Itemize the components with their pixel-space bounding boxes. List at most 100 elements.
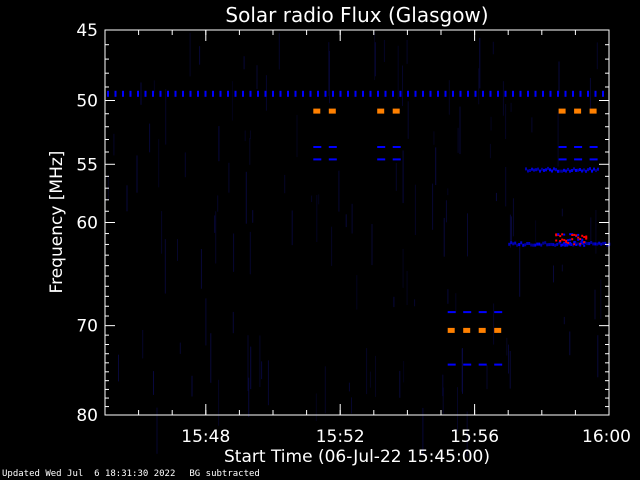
- y-tick-label: 55: [76, 155, 98, 175]
- x-tick-label: 15:52: [316, 427, 365, 447]
- diffuse-pixel: [541, 167, 543, 171]
- hot-pixel: [559, 235, 562, 238]
- noise-streak: [414, 184, 416, 235]
- burst-dash: [589, 158, 598, 161]
- diffuse-pixel: [516, 243, 519, 247]
- interference-mark: [167, 90, 169, 97]
- noise-streak: [402, 150, 404, 204]
- interference-mark: [107, 90, 109, 97]
- y-tick-label: 60: [76, 214, 98, 234]
- interference-mark: [189, 90, 192, 97]
- burst-dash: [328, 108, 336, 114]
- diffuse-pixel: [597, 167, 599, 171]
- y-axis-label: Frequency [MHz]: [47, 151, 67, 294]
- interference-mark: [242, 90, 244, 97]
- chart-title: Solar radio Flux (Glasgow): [225, 3, 488, 27]
- burst-dash: [377, 108, 385, 114]
- burst-dash: [574, 158, 583, 161]
- noise-streak: [250, 346, 252, 390]
- noise-streak: [252, 210, 254, 223]
- interference-mark: [114, 90, 117, 97]
- noise-streak: [328, 42, 330, 97]
- interference-mark: [474, 90, 477, 97]
- noise-streak: [210, 333, 212, 383]
- noise-streak: [267, 360, 269, 406]
- interference-mark: [347, 90, 349, 97]
- hot-pixel: [565, 243, 568, 246]
- interference-mark: [257, 90, 259, 97]
- noise-streak: [590, 217, 592, 243]
- interference-mark: [309, 90, 312, 97]
- burst-dash: [478, 363, 487, 366]
- noise-streak: [509, 351, 511, 389]
- interference-mark: [482, 90, 484, 97]
- noise-streak: [479, 37, 481, 89]
- noise-streak: [318, 194, 320, 205]
- noise-streak: [191, 375, 193, 397]
- noise-streak: [351, 397, 352, 414]
- diffuse-pixel: [512, 242, 515, 246]
- burst-dash: [328, 146, 337, 148]
- interference-mark: [497, 90, 499, 97]
- interference-mark: [564, 90, 567, 97]
- interference-mark: [437, 90, 439, 97]
- interference-mark: [302, 90, 304, 97]
- burst-dash: [478, 311, 487, 314]
- noise-streak: [371, 224, 373, 266]
- noise-streak: [179, 342, 181, 354]
- diffuse-pixel: [587, 168, 589, 172]
- noise-streak: [243, 56, 245, 70]
- hot-pixel: [575, 234, 578, 237]
- hot-pixel: [561, 243, 564, 246]
- burst-dash: [589, 146, 598, 148]
- hot-pixel: [577, 238, 580, 241]
- noise-streak: [447, 188, 449, 196]
- noise-streak: [142, 330, 144, 359]
- noise-streak: [296, 114, 298, 158]
- noise-streak: [492, 41, 494, 55]
- noise-streak: [311, 195, 313, 202]
- hot-pixel: [565, 241, 568, 244]
- hot-pixel: [561, 233, 564, 236]
- noise-streak: [403, 361, 405, 383]
- interference-mark: [174, 90, 177, 97]
- interference-mark: [519, 90, 522, 97]
- diffuse-pixel: [579, 168, 581, 172]
- noise-streak: [393, 296, 395, 308]
- diffuse-pixel: [528, 242, 531, 245]
- diffuse-pixel: [571, 169, 573, 172]
- interference-mark: [444, 90, 447, 97]
- burst-dash: [447, 311, 456, 314]
- diffuse-pixel: [563, 168, 565, 172]
- interference-mark: [452, 90, 454, 97]
- interference-mark: [549, 90, 552, 97]
- noise-streak: [506, 337, 508, 356]
- diffuse-pixel: [590, 241, 593, 244]
- interference-mark: [249, 90, 252, 97]
- burst-dash: [558, 108, 566, 114]
- interference-mark: [407, 90, 409, 97]
- noise-streak: [189, 32, 191, 77]
- interference-mark: [414, 90, 417, 97]
- noise-streak: [161, 211, 163, 254]
- x-tick-label: 15:48: [181, 427, 230, 447]
- noise-streak: [247, 335, 249, 391]
- noise-streak: [118, 354, 119, 382]
- interference-mark: [152, 90, 154, 97]
- interference-mark: [377, 90, 379, 97]
- interference-mark: [137, 90, 139, 97]
- burst-dash: [494, 327, 502, 333]
- hot-pixel: [569, 233, 572, 236]
- interference-mark: [159, 90, 162, 97]
- diffuse-pixel: [551, 169, 553, 173]
- burst-dash: [313, 108, 321, 114]
- noise-streak: [596, 42, 598, 70]
- hot-pixel: [563, 241, 566, 244]
- interference-mark: [339, 90, 342, 97]
- diffuse-pixel: [533, 168, 535, 172]
- noise-streak: [149, 123, 151, 153]
- interference-mark: [459, 90, 462, 97]
- noise-streak: [462, 348, 463, 394]
- diffuse-pixel: [567, 167, 569, 171]
- interference-mark: [399, 90, 402, 97]
